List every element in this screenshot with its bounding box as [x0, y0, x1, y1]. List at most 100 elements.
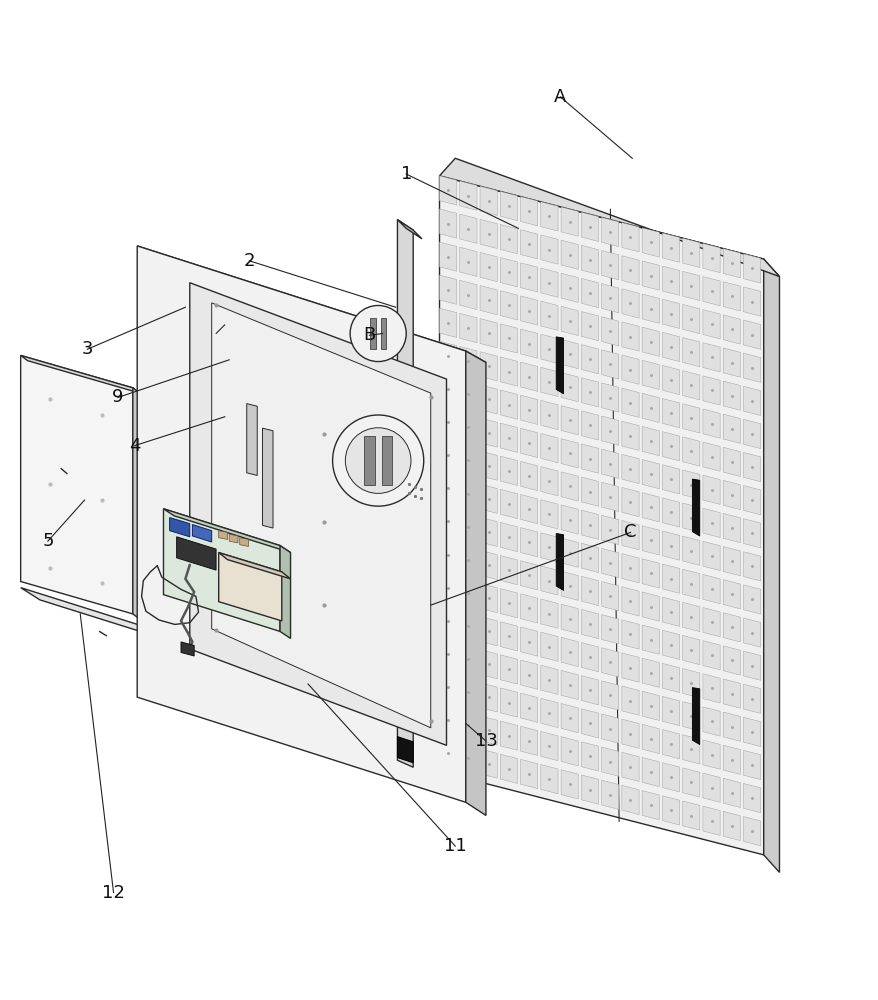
Polygon shape: [621, 785, 638, 815]
Polygon shape: [439, 639, 457, 668]
Polygon shape: [621, 653, 638, 682]
Polygon shape: [500, 225, 517, 254]
Polygon shape: [459, 644, 477, 674]
Polygon shape: [662, 763, 679, 792]
Polygon shape: [540, 367, 558, 397]
Polygon shape: [500, 688, 517, 717]
Polygon shape: [621, 322, 638, 351]
Polygon shape: [21, 588, 486, 740]
Polygon shape: [520, 528, 537, 557]
Polygon shape: [556, 337, 563, 394]
Polygon shape: [580, 543, 598, 572]
Polygon shape: [560, 339, 578, 369]
Polygon shape: [459, 545, 477, 574]
Polygon shape: [380, 318, 385, 349]
Polygon shape: [439, 374, 457, 404]
Polygon shape: [723, 348, 739, 377]
Polygon shape: [560, 306, 578, 336]
Polygon shape: [500, 655, 517, 684]
Polygon shape: [459, 678, 477, 707]
Polygon shape: [439, 408, 457, 437]
Polygon shape: [723, 249, 739, 278]
Polygon shape: [743, 486, 759, 515]
Polygon shape: [682, 635, 699, 665]
Polygon shape: [520, 197, 537, 226]
Polygon shape: [580, 609, 598, 639]
Polygon shape: [723, 646, 739, 675]
Polygon shape: [439, 209, 457, 238]
Polygon shape: [560, 273, 578, 302]
Polygon shape: [163, 509, 280, 631]
Polygon shape: [459, 347, 477, 376]
Polygon shape: [682, 669, 699, 698]
Polygon shape: [662, 730, 679, 759]
Polygon shape: [743, 353, 759, 382]
Text: C: C: [623, 523, 636, 541]
Polygon shape: [520, 230, 537, 259]
Polygon shape: [580, 378, 598, 407]
Polygon shape: [682, 735, 699, 764]
Polygon shape: [601, 251, 618, 280]
Polygon shape: [459, 181, 477, 210]
Polygon shape: [642, 526, 658, 555]
Polygon shape: [642, 261, 658, 290]
Polygon shape: [439, 341, 457, 371]
Polygon shape: [642, 294, 658, 323]
Polygon shape: [439, 474, 457, 503]
Polygon shape: [692, 688, 699, 745]
Polygon shape: [601, 747, 618, 776]
Polygon shape: [212, 303, 430, 728]
Polygon shape: [560, 207, 578, 236]
Polygon shape: [459, 214, 477, 243]
Polygon shape: [743, 585, 759, 614]
Polygon shape: [621, 355, 638, 384]
Polygon shape: [479, 484, 497, 513]
Polygon shape: [662, 432, 679, 461]
Polygon shape: [500, 754, 517, 783]
Polygon shape: [459, 380, 477, 409]
Polygon shape: [21, 355, 140, 393]
Polygon shape: [702, 376, 719, 405]
Polygon shape: [540, 434, 558, 463]
Polygon shape: [743, 552, 759, 581]
Polygon shape: [580, 444, 598, 473]
Polygon shape: [662, 597, 679, 626]
Polygon shape: [520, 660, 537, 689]
Polygon shape: [642, 592, 658, 621]
Polygon shape: [439, 672, 457, 702]
Polygon shape: [621, 388, 638, 417]
Polygon shape: [459, 744, 477, 773]
Polygon shape: [682, 437, 699, 466]
Polygon shape: [479, 352, 497, 381]
Polygon shape: [500, 390, 517, 419]
Polygon shape: [621, 421, 638, 450]
Polygon shape: [479, 517, 497, 546]
Polygon shape: [540, 731, 558, 761]
Polygon shape: [601, 515, 618, 545]
Polygon shape: [580, 411, 598, 440]
Polygon shape: [580, 576, 598, 606]
Polygon shape: [662, 365, 679, 395]
Polygon shape: [580, 278, 598, 308]
Polygon shape: [692, 479, 699, 536]
Polygon shape: [662, 465, 679, 494]
Polygon shape: [560, 406, 578, 435]
Polygon shape: [662, 663, 679, 693]
Polygon shape: [580, 345, 598, 374]
Polygon shape: [621, 587, 638, 616]
Polygon shape: [560, 373, 578, 402]
Polygon shape: [459, 247, 477, 276]
Polygon shape: [540, 235, 558, 264]
Polygon shape: [723, 282, 739, 311]
Polygon shape: [723, 447, 739, 476]
Polygon shape: [439, 308, 457, 337]
Polygon shape: [192, 525, 212, 542]
Polygon shape: [743, 684, 759, 713]
Polygon shape: [702, 243, 719, 273]
Polygon shape: [621, 752, 638, 781]
Polygon shape: [642, 360, 658, 389]
Polygon shape: [642, 724, 658, 754]
Polygon shape: [479, 550, 497, 580]
Polygon shape: [662, 630, 679, 659]
Polygon shape: [397, 737, 413, 763]
